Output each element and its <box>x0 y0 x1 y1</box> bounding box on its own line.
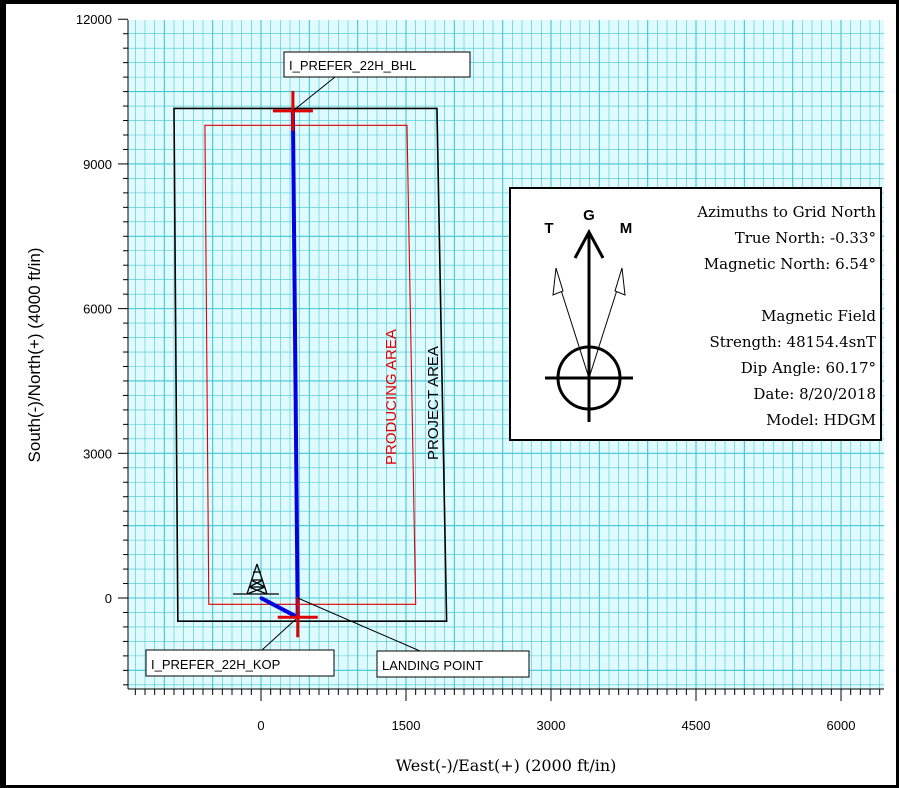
drilling-rig-icon <box>233 563 279 595</box>
rig-stroke <box>250 579 266 588</box>
y-tick-label: 3000 <box>83 446 112 461</box>
kop-leader-line <box>261 618 297 651</box>
rig-stroke <box>248 579 264 588</box>
kop-callout-label: I_PREFER_22H_KOP <box>151 657 280 672</box>
x-tick-label: 4500 <box>682 718 711 733</box>
north-arrows-icon <box>545 228 633 422</box>
landing-point-leader-line <box>297 597 421 652</box>
x-tick-label: 3000 <box>537 718 566 733</box>
info-strength: Strength: 48154.4snT <box>709 333 876 351</box>
info-date: Date: 8/20/2018 <box>753 385 876 403</box>
info-magnetic-field-heading: Magnetic Field <box>761 307 876 325</box>
info-azimuths-heading: Azimuths to Grid North <box>696 203 876 221</box>
rig-stroke <box>248 586 268 595</box>
info-dip-angle: Dip Angle: 60.17° <box>741 359 876 377</box>
info-model: Model: HDGM <box>766 411 876 429</box>
producing-area-label: PRODUCING AREA <box>383 329 400 465</box>
kop-callout-box <box>145 649 335 677</box>
lease-areas <box>173 107 448 622</box>
info-magnetic-north: Magnetic North: 6.54° <box>704 255 876 273</box>
wellpath-point <box>259 596 263 600</box>
magnetic-north-letter: M <box>620 220 633 237</box>
x-tick-label: 1500 <box>392 718 421 733</box>
callouts: I_PREFER_22H_BHL I_PREFER_22H_KOP LANDIN… <box>145 51 530 678</box>
y-tick-label: 12000 <box>76 12 112 27</box>
x-tick-label: 6000 <box>827 718 856 733</box>
x-axis-title: West(-)/East(+) (2000 ft/in) <box>396 756 617 775</box>
info-box-frame <box>509 187 882 441</box>
north-reference-box: T G M Azimuths to Grid North True North:… <box>509 187 882 441</box>
true-north-letter: T <box>544 220 553 237</box>
bhl-leader-line <box>292 76 336 112</box>
axes: 0 3000 6000 9000 12000 0 1500 3000 4500 6000 <box>76 12 884 733</box>
project-area-label: PROJECT AREA <box>425 346 442 460</box>
producing-area-boundary <box>204 124 417 605</box>
rig-stroke <box>246 586 266 595</box>
landing-point-callout-box <box>376 650 530 678</box>
info-true-north: True North: -0.33° <box>735 229 876 247</box>
bhl-callout-box <box>283 51 471 78</box>
landing-point-callout-label: LANDING POINT <box>382 658 483 673</box>
grid-north-letter: G <box>583 207 595 224</box>
bhl-callout-label: I_PREFER_22H_BHL <box>289 58 416 73</box>
rig-stroke <box>246 563 258 595</box>
y-tick-label: 9000 <box>83 157 112 172</box>
y-axis-title: South(-)/North(+) (4000 ft/in) <box>25 248 44 463</box>
y-tick-label: 6000 <box>83 302 112 317</box>
y-tick-label: 0 <box>105 591 112 606</box>
rig-stroke <box>256 563 268 595</box>
project-area-boundary <box>173 107 448 622</box>
x-tick-label: 0 <box>257 718 264 733</box>
